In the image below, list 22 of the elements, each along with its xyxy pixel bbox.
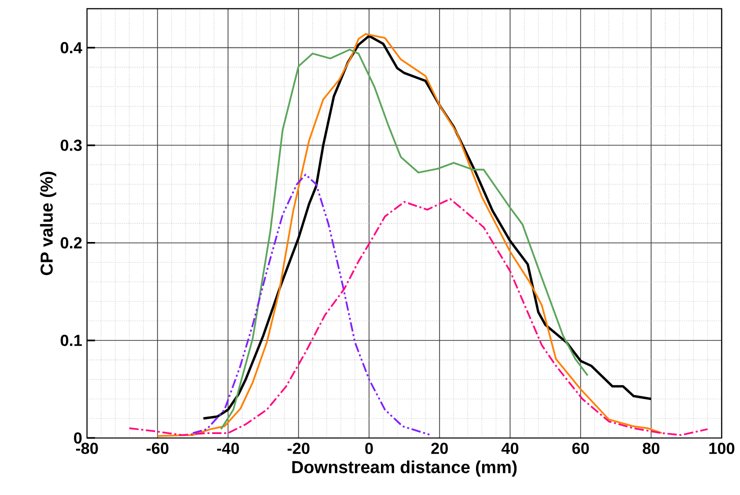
x-tick-label: -80 [76,442,98,454]
line-series [220,48,589,430]
x-tick-label: -60 [146,442,168,454]
x-tick-label: 40 [501,442,518,454]
x-tick-label: 100 [709,442,734,454]
y-axis-title: CP value (%) [40,172,56,276]
line-series [202,34,652,420]
x-tick-label: 0 [365,442,373,454]
x-tick-label: -40 [217,442,239,454]
line-series [156,33,663,437]
y-tick-label: 0.4 [60,42,82,54]
x-tick-label: 80 [642,442,660,454]
y-tick-label: 0.3 [60,140,82,151]
x-axis-title: Downstream distance (mm) [292,460,517,477]
y-tick-label: 0 [74,432,82,444]
x-tick-label: 60 [572,442,589,454]
line-series [192,174,432,436]
y-tick-label: 0.1 [60,334,82,346]
x-tick-label: -20 [288,442,310,454]
y-tick-label: 0.2 [60,237,82,248]
line-series [128,198,708,436]
x-tick-label: 20 [431,442,448,454]
